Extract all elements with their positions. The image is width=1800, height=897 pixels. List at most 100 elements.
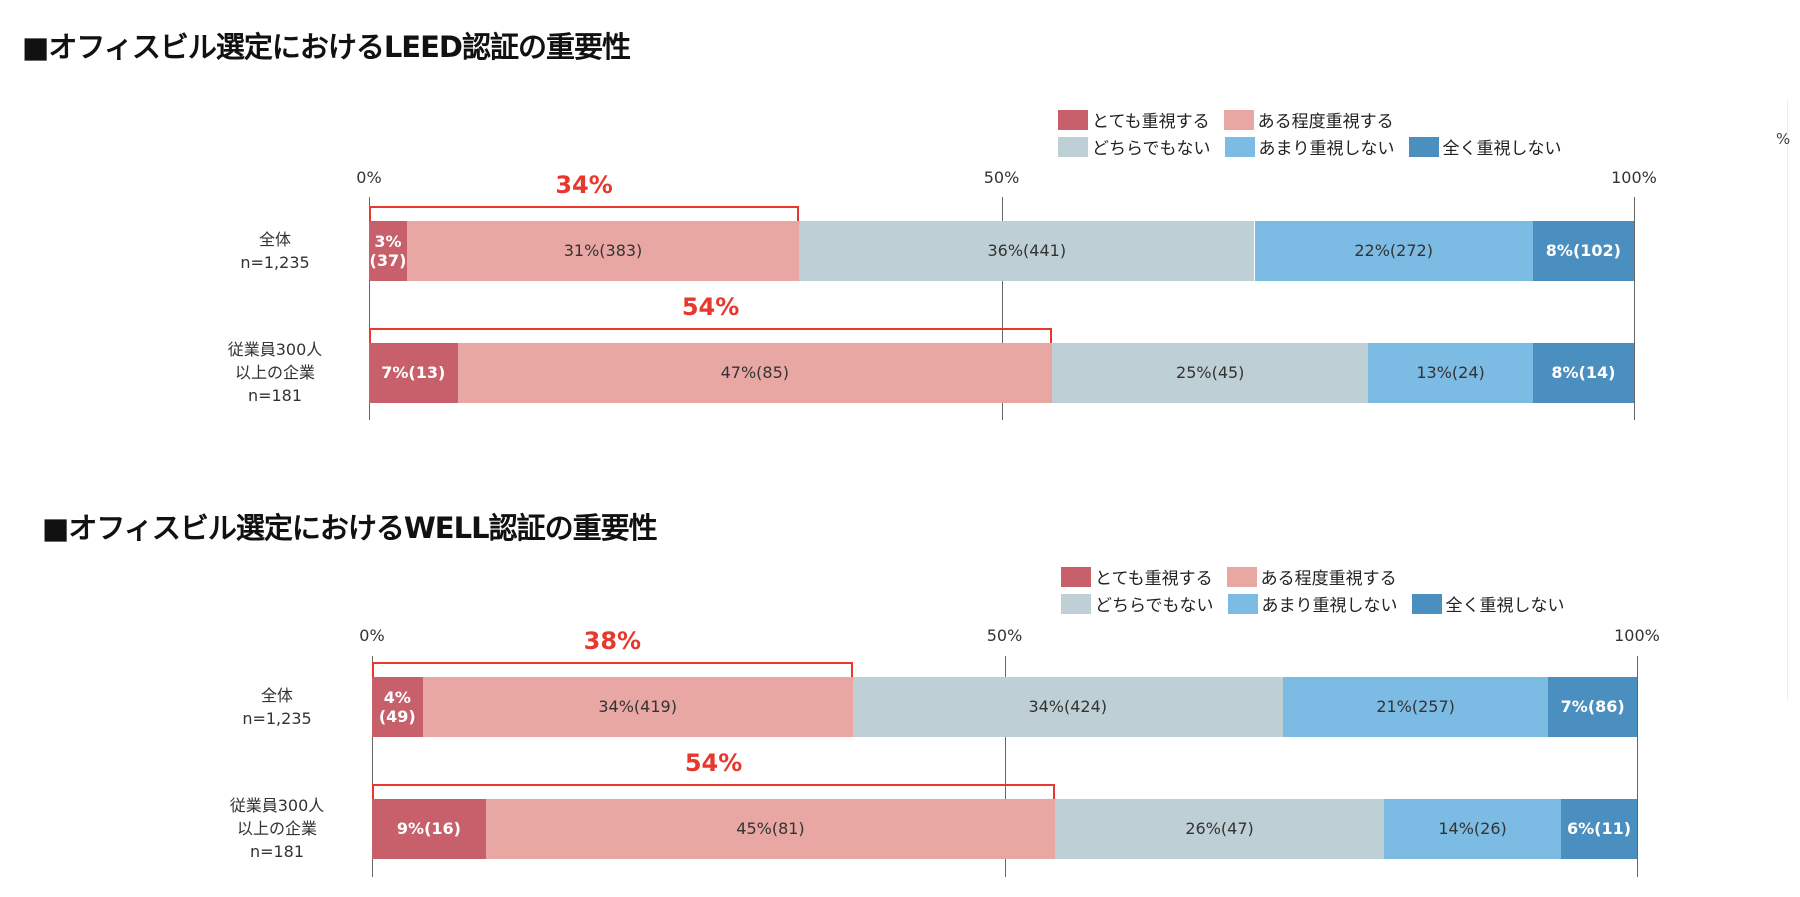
- row-label-line: 全体: [260, 685, 294, 705]
- legend-label: 全く重視しない: [1445, 596, 1565, 616]
- row-label-line: n=1,235: [240, 253, 310, 272]
- row-label-line: n=181: [247, 386, 303, 406]
- legend-item: 全く重視しない: [1408, 134, 1562, 159]
- highlight-bracket: [369, 328, 1053, 343]
- gridline: [1004, 656, 1006, 877]
- legend-label: ある程度重視する: [1257, 112, 1394, 132]
- legend-label: どちらでもない: [1095, 596, 1214, 616]
- bar-segment: 8% (14): [1532, 343, 1634, 403]
- segment-count: (14): [1578, 363, 1616, 383]
- row-label-line: n=1,235: [242, 709, 312, 728]
- row-label: 従業員300人 以上の企業 n=181: [230, 794, 325, 864]
- legend-swatch-icon: [1058, 109, 1088, 130]
- segment-percent: 22%: [1354, 241, 1390, 261]
- segment-count: (441): [1023, 241, 1067, 261]
- bar-segment: 34% (424): [852, 677, 1283, 737]
- segment-percent: 9%: [396, 819, 425, 839]
- segment-percent: 13%: [1416, 363, 1452, 383]
- legend-row: とても重視する ある程度重視する: [1061, 563, 1579, 590]
- segment-percent: 34%: [1028, 697, 1064, 717]
- highlight-label: 34%: [555, 171, 613, 199]
- highlight-bracket: [372, 784, 1056, 799]
- bar-segment: 34% (419): [422, 677, 853, 737]
- segment-percent: 7%: [381, 363, 409, 383]
- highlight-label: 54%: [681, 293, 740, 321]
- segment-percent: 8%: [1551, 363, 1579, 383]
- segment-count: (102): [1572, 241, 1621, 261]
- legend-swatch-icon: [1061, 593, 1091, 614]
- chart-title: ■オフィスビル選定におけるLEED認証の重要性: [22, 30, 631, 64]
- bar-segment: 25% (45): [1052, 343, 1369, 403]
- highlight-bracket: [372, 662, 853, 677]
- legend-label: 全く重視しない: [1442, 139, 1562, 159]
- legend: とても重視する ある程度重視する どちらでもない あまり重視しない 全く重視しない: [1058, 106, 1576, 160]
- segment-count: (85): [756, 363, 790, 383]
- legend-item: どちらでもない: [1058, 134, 1211, 159]
- segment-count: (49): [378, 707, 416, 726]
- bar-segment: 45% (81): [485, 799, 1056, 859]
- bar-segment: 31% (383): [406, 221, 800, 281]
- bar-segment: 4% (49): [372, 677, 423, 737]
- segment-percent: 25%: [1176, 363, 1212, 383]
- legend-swatch-icon: [1061, 566, 1091, 587]
- bar-segment: 22% (272): [1254, 221, 1533, 281]
- legend-swatch-icon: [1223, 109, 1254, 130]
- tick-label: 0%: [359, 626, 385, 645]
- tick-label: 50%: [983, 168, 1020, 187]
- segment-percent: 14%: [1438, 819, 1474, 839]
- row-label-line: 以上の企業: [236, 819, 318, 839]
- row-label-line: 以上の企業: [234, 363, 316, 383]
- tick-label: 0%: [356, 168, 382, 187]
- row-label-line: 従業員300人: [229, 796, 325, 816]
- tick-label: 100%: [1611, 168, 1657, 187]
- segment-count: (272): [1389, 241, 1433, 261]
- segment-count: (11): [1594, 819, 1632, 839]
- legend-item: あまり重視しない: [1227, 591, 1398, 616]
- segment-count: (86): [1587, 697, 1625, 717]
- segment-percent: 45%: [736, 819, 772, 839]
- highlight-label: 38%: [583, 627, 642, 655]
- bar-segment: 13% (24): [1368, 343, 1533, 403]
- bar-segment: 21% (257): [1282, 677, 1549, 737]
- segment-percent: 36%: [987, 241, 1024, 261]
- legend-item: とても重視する: [1061, 564, 1213, 589]
- row-label: 全体 n=1,235: [240, 228, 309, 274]
- legend-swatch-icon: [1224, 136, 1255, 157]
- bar-segment: 7% (86): [1548, 677, 1637, 737]
- segment-count: (16): [424, 819, 461, 839]
- legend-item: 全く重視しない: [1411, 591, 1565, 616]
- bar-segment: 3% (37): [369, 221, 407, 281]
- legend-swatch-icon: [1411, 593, 1442, 614]
- tick-label: 50%: [986, 626, 1023, 645]
- legend-swatch-icon: [1227, 593, 1258, 614]
- row-label: 全体 n=1,235: [242, 684, 311, 730]
- bar-segment: 9% (16): [372, 799, 486, 859]
- highlight-label: 54%: [684, 749, 743, 777]
- bar-segment: 8% (102): [1532, 221, 1634, 281]
- legend-label: どちらでもない: [1092, 139, 1211, 159]
- bar-segment: 47% (85): [457, 343, 1053, 403]
- legend-swatch-icon: [1058, 136, 1088, 157]
- unit-label: %: [1776, 130, 1791, 148]
- legend-item: あまり重視しない: [1224, 134, 1395, 159]
- segment-percent: 21%: [1376, 697, 1412, 717]
- segment-count: (383): [599, 241, 643, 261]
- segment-count: (424): [1064, 697, 1108, 717]
- tick-label: 100%: [1614, 626, 1660, 645]
- segment-count: (257): [1411, 697, 1455, 717]
- segment-percent: 4%: [383, 687, 411, 707]
- row-label: 従業員300人 以上の企業 n=181: [228, 338, 323, 408]
- gridline: [372, 656, 373, 877]
- bar-segment: 26% (47): [1055, 799, 1384, 859]
- segment-percent: 3%: [374, 231, 402, 251]
- legend: とても重視する ある程度重視するどちらでもない あまり重視しない 全く重視しない: [1061, 563, 1579, 617]
- legend-label: とても重視する: [1095, 569, 1213, 589]
- segment-percent: 34%: [598, 697, 634, 717]
- divider-line: [1787, 100, 1788, 700]
- segment-percent: 6%: [1567, 819, 1595, 839]
- bar-segment: 36% (441): [799, 221, 1255, 281]
- row-label-line: 全体: [258, 229, 292, 249]
- segment-percent: 7%: [1560, 697, 1588, 717]
- legend-row: どちらでもない あまり重視しない 全く重視しない: [1061, 590, 1579, 617]
- segment-count: (45): [1211, 363, 1245, 383]
